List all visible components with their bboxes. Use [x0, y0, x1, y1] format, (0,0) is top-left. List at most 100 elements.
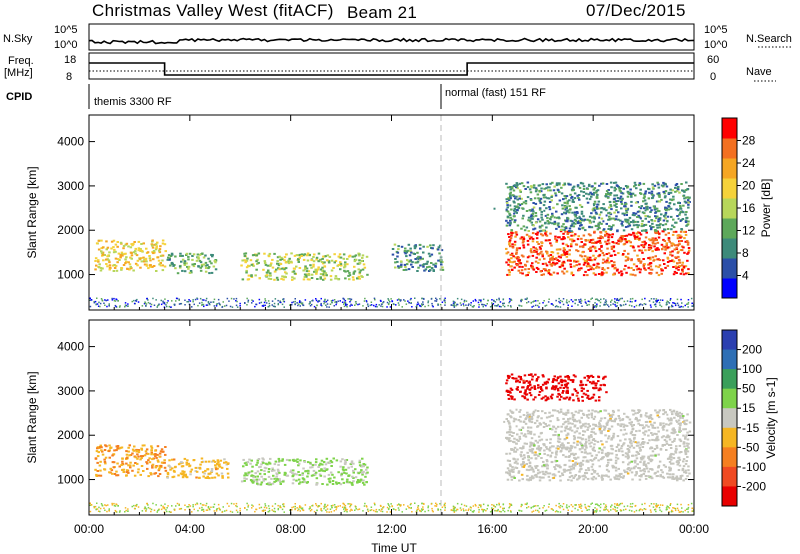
- data-cell: [671, 189, 674, 192]
- data-cell: [587, 233, 591, 236]
- data-cell: [580, 205, 584, 208]
- data-cell: [675, 475, 679, 478]
- ground-scatter-cell: [520, 299, 522, 302]
- data-cell: [508, 422, 511, 425]
- data-cell: [558, 182, 561, 185]
- data-cell: [191, 263, 194, 266]
- data-cell: [644, 477, 648, 480]
- data-cell: [338, 253, 342, 256]
- data-cell: [656, 426, 660, 429]
- ground-scatter-cell: [260, 301, 263, 304]
- data-cell: [145, 263, 148, 266]
- data-cell: [547, 378, 550, 381]
- data-cell: [681, 474, 684, 477]
- data-cell: [654, 471, 657, 474]
- ground-scatter-cell: [274, 305, 276, 308]
- data-cell: [614, 469, 618, 472]
- data-cell: [683, 230, 686, 233]
- data-cell: [260, 481, 264, 484]
- data-cell: [563, 248, 566, 251]
- data-cell: [557, 225, 561, 228]
- data-cell: [624, 452, 628, 455]
- data-cell: [125, 474, 128, 477]
- data-cell: [634, 474, 637, 477]
- data-cell: [313, 270, 316, 273]
- data-cell: [565, 255, 569, 258]
- data-cell: [532, 215, 535, 218]
- data-cell: [132, 251, 136, 254]
- data-cell: [671, 242, 674, 245]
- data-cell: [677, 188, 680, 191]
- data-cell: [669, 253, 672, 256]
- data-cell: [396, 251, 400, 254]
- data-cell: [122, 471, 125, 473]
- data-cell: [148, 264, 152, 267]
- data-cell: [154, 248, 158, 251]
- data-cell: [637, 441, 640, 444]
- data-cell: [568, 199, 571, 202]
- ground-scatter-cell: [89, 299, 91, 301]
- data-cell: [543, 452, 546, 455]
- data-cell: [683, 237, 686, 240]
- data-cell: [516, 184, 519, 186]
- ground-scatter-cell: [605, 299, 607, 301]
- data-cell: [505, 418, 508, 420]
- data-cell: [565, 207, 568, 209]
- data-cell: [534, 221, 538, 224]
- ground-scatter-cell: [678, 306, 680, 308]
- data-cell: [207, 267, 210, 270]
- ground-scatter-cell: [160, 303, 163, 306]
- data-cell: [334, 275, 338, 278]
- data-cell: [644, 242, 648, 245]
- data-cell: [269, 263, 272, 266]
- data-cell: [197, 256, 200, 259]
- data-cell: [544, 399, 548, 402]
- data-cell: [125, 469, 129, 472]
- data-cell: [169, 466, 172, 469]
- data-cell: [589, 434, 593, 437]
- data-cell: [684, 469, 687, 472]
- data-cell: [606, 464, 609, 466]
- data-cell: [574, 389, 578, 392]
- ground-scatter-cell: [575, 299, 577, 301]
- ground-scatter-cell: [584, 301, 587, 303]
- data-cell: [103, 468, 106, 471]
- ground-scatter-cell: [311, 300, 313, 302]
- data-cell: [302, 478, 306, 481]
- data-cell: [659, 422, 662, 425]
- ground-scatter-cell: [593, 306, 596, 308]
- data-cell: [653, 208, 657, 211]
- data-cell: [661, 471, 664, 474]
- data-cell: [152, 265, 156, 267]
- data-cell: [214, 268, 218, 271]
- data-cell: [403, 250, 407, 252]
- data-cell: [226, 472, 230, 475]
- data-cell: [245, 478, 248, 480]
- data-cell: [661, 444, 664, 447]
- data-cell: [569, 219, 573, 222]
- data-cell: [328, 255, 332, 258]
- data-cell: [152, 252, 155, 255]
- data-cell: [594, 273, 597, 276]
- ground-scatter-cell: [502, 304, 504, 307]
- data-cell: [645, 231, 648, 234]
- data-cell: [605, 422, 608, 425]
- data-cell: [669, 408, 672, 411]
- data-cell: [530, 264, 533, 267]
- data-cell: [535, 188, 538, 191]
- ground-scatter-cell: [538, 306, 540, 308]
- data-cell: [597, 200, 601, 203]
- data-cell: [610, 186, 613, 189]
- data-cell: [283, 256, 287, 259]
- data-cell: [508, 239, 512, 242]
- data-cell: [98, 464, 102, 467]
- data-cell: [166, 473, 170, 476]
- data-cell: [584, 472, 587, 474]
- data-cell: [302, 258, 306, 261]
- data-cell: [562, 390, 565, 392]
- data-cell: [540, 187, 543, 190]
- data-cell: [562, 198, 565, 201]
- data-cell: [574, 222, 577, 225]
- data-cell: [594, 456, 597, 459]
- data-cell: [587, 239, 590, 242]
